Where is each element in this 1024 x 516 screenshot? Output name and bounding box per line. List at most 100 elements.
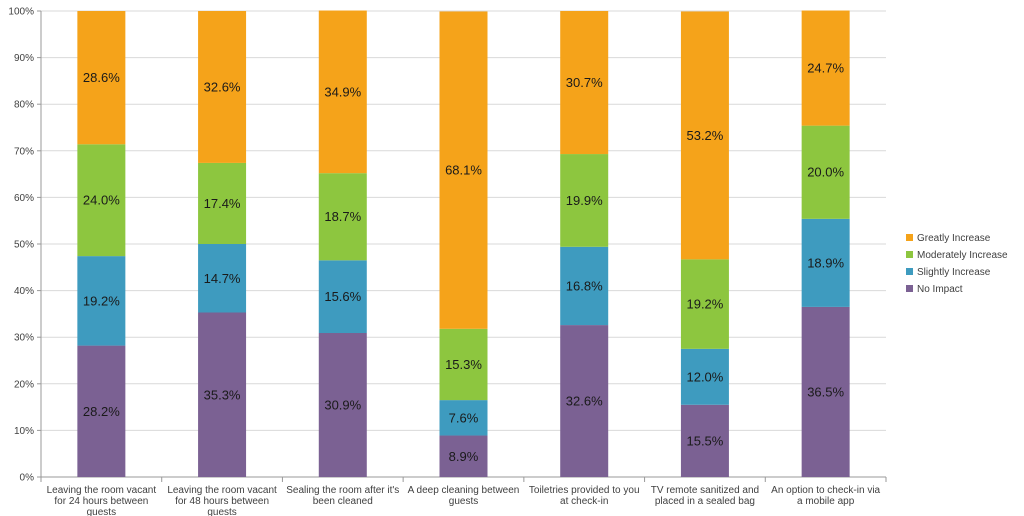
x-tick-label-line: Leaving the room vacant xyxy=(167,485,277,496)
data-label: 36.5% xyxy=(807,384,844,399)
x-tick-label: Leaving the room vacant for 24 hours betw… xyxy=(47,485,157,516)
bar-segment-moderately-increase xyxy=(198,162,247,244)
legend-swatch xyxy=(906,268,913,275)
data-label: 24.7% xyxy=(807,61,844,76)
data-label: 16.8% xyxy=(566,278,603,293)
legend-swatch xyxy=(906,285,913,292)
x-tick-label: An option to check-in via a mobile app xyxy=(771,485,880,507)
legend-label: Slightly Increase xyxy=(917,267,991,278)
data-label: 53.2% xyxy=(686,128,723,143)
x-tick-label-line: guests xyxy=(87,507,116,516)
y-tick-label: 40% xyxy=(14,286,34,297)
y-tick-label: 0% xyxy=(20,473,35,484)
data-label: 28.6% xyxy=(83,70,120,85)
data-label: 28.2% xyxy=(83,404,120,419)
bar-segment-no-impact xyxy=(680,404,729,477)
bar-segment-slightly-increase xyxy=(801,218,850,307)
x-tick-label-line: for 24 hours between xyxy=(54,496,148,507)
legend-swatch xyxy=(906,251,913,258)
bar-segment-greatly-increase xyxy=(77,11,126,145)
x-tick-label: TV remote sanitized and placed in a seale… xyxy=(651,485,759,507)
bar-segment-moderately-increase xyxy=(439,328,488,401)
bar-segment-no-impact xyxy=(439,435,488,477)
data-label: 32.6% xyxy=(204,79,241,94)
bar-segment-no-impact xyxy=(77,345,126,477)
data-label: 18.9% xyxy=(807,255,844,270)
x-tick-label-line: TV remote sanitized and xyxy=(651,485,759,496)
data-label: 30.7% xyxy=(566,75,603,90)
data-label: 32.6% xyxy=(566,394,603,409)
data-label: 19.2% xyxy=(83,293,120,308)
bar-segment-slightly-increase xyxy=(198,244,247,313)
data-label: 14.7% xyxy=(204,271,241,286)
x-tick-label-line: Sealing the room after it's xyxy=(286,485,399,496)
bar-segment-moderately-increase xyxy=(801,125,850,219)
y-tick-label: 50% xyxy=(14,240,34,251)
x-tick-label: Sealing the room after it's been cleaned xyxy=(286,485,399,507)
y-tick-label: 60% xyxy=(14,193,34,204)
bar-segment-greatly-increase xyxy=(680,11,729,260)
bar-segment-no-impact xyxy=(560,325,609,477)
x-tick-label-line: a mobile app xyxy=(797,496,855,507)
bar-segment-no-impact xyxy=(198,312,247,477)
data-label: 12.0% xyxy=(686,369,723,384)
x-tick-label-line: placed in a sealed bag xyxy=(655,496,755,507)
data-label: 17.4% xyxy=(204,196,241,211)
bar-segment-moderately-increase xyxy=(318,173,367,261)
y-tick-label: 100% xyxy=(8,7,34,18)
data-label: 68.1% xyxy=(445,163,482,178)
y-tick-label: 80% xyxy=(14,100,34,111)
y-tick-label: 10% xyxy=(14,426,34,437)
bar-segment-slightly-increase xyxy=(560,246,609,326)
bar-segment-moderately-increase xyxy=(680,259,729,349)
bar-segment-moderately-increase xyxy=(560,154,609,247)
x-tick-label-line: at check-in xyxy=(560,496,608,507)
bar-segment-slightly-increase xyxy=(77,256,126,346)
y-tick-label: 70% xyxy=(14,146,34,157)
bar-segment-no-impact xyxy=(318,333,367,477)
data-label: 7.6% xyxy=(449,410,479,425)
bar-segment-greatly-increase xyxy=(801,10,850,126)
bar-segment-greatly-increase xyxy=(439,11,488,329)
x-tick-label: A deep cleaning between guests xyxy=(408,485,520,507)
legend-label: No Impact xyxy=(917,284,963,295)
data-label: 18.7% xyxy=(324,209,361,224)
data-label: 19.9% xyxy=(566,193,603,208)
x-tick-label-line: Leaving the room vacant xyxy=(47,485,157,496)
x-tick-label: Toiletries provided to you at check-in xyxy=(529,485,640,507)
bar-segment-no-impact xyxy=(801,306,850,477)
x-tick-label-line: A deep cleaning between xyxy=(408,485,520,496)
x-tick-label: Leaving the room vacant for 48 hours betw… xyxy=(167,485,277,516)
data-label: 24.0% xyxy=(83,193,120,208)
data-label: 15.6% xyxy=(324,289,361,304)
y-tick-label: 30% xyxy=(14,333,34,344)
bar-segment-greatly-increase xyxy=(560,11,609,155)
data-label: 8.9% xyxy=(449,449,479,464)
legend-label: Moderately Increase xyxy=(917,250,1008,261)
data-label: 15.5% xyxy=(686,433,723,448)
x-tick-label-line: for 48 hours between xyxy=(175,496,269,507)
x-tick-label-line: Toiletries provided to you xyxy=(529,485,640,496)
data-label: 35.3% xyxy=(204,387,241,402)
x-tick-label-line: An option to check-in via xyxy=(771,485,880,496)
y-tick-label: 90% xyxy=(14,53,34,64)
data-label: 15.3% xyxy=(445,357,482,372)
bar-segment-slightly-increase xyxy=(318,260,367,334)
data-label: 19.2% xyxy=(686,297,723,312)
bar-segment-slightly-increase xyxy=(439,400,488,436)
bar-segment-greatly-increase xyxy=(318,10,367,174)
data-label: 30.9% xyxy=(324,398,361,413)
data-label: 34.9% xyxy=(324,84,361,99)
legend-swatch xyxy=(906,234,913,241)
x-tick-label-line: guests xyxy=(207,507,236,516)
x-tick-label-line: guests xyxy=(449,496,478,507)
x-tick-label-line: been cleaned xyxy=(313,496,373,507)
y-tick-label: 20% xyxy=(14,379,34,390)
data-label: 20.0% xyxy=(807,165,844,180)
bar-segment-greatly-increase xyxy=(198,11,247,163)
legend-label: Greatly Increase xyxy=(917,233,991,244)
bar-segment-slightly-increase xyxy=(680,348,729,405)
bar-segment-moderately-increase xyxy=(77,144,126,257)
